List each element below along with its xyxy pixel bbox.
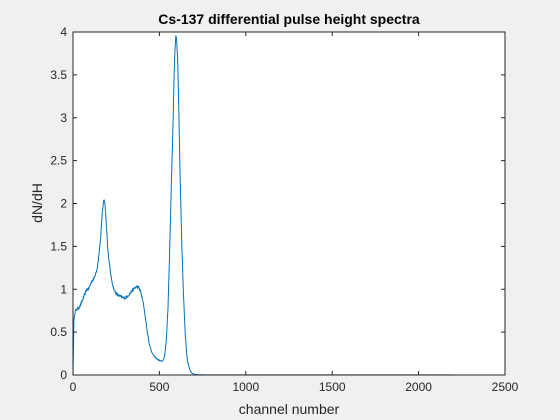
y-tick-label: 4 — [60, 25, 67, 39]
x-tick-label: 1000 — [232, 380, 259, 394]
x-tick-label: 2000 — [405, 380, 432, 394]
plot-area — [73, 32, 505, 375]
x-tick-label: 1500 — [319, 380, 346, 394]
ticks: 0 500 1000 1500 2000 2500 0 0.5 1 1.5 2 2.5 3 3.5 4 — [50, 25, 518, 394]
chart-title: Cs-137 differential pulse height spectra — [158, 11, 420, 27]
y-tick-label: 3.5 — [50, 68, 67, 82]
y-tick-label: 2.5 — [50, 154, 67, 168]
y-tick-label: 3 — [60, 111, 67, 125]
x-axis-label: channel number — [239, 401, 340, 417]
x-tick-label: 0 — [70, 380, 77, 394]
y-axis-label: dN/dH — [29, 183, 45, 223]
x-tick-label: 2500 — [492, 380, 519, 394]
y-tick-label: 0 — [60, 368, 67, 382]
y-tick-label: 0.5 — [50, 325, 67, 339]
y-tick-label: 1.5 — [50, 239, 67, 253]
x-tick-label: 500 — [149, 380, 169, 394]
y-tick-label: 2 — [60, 197, 67, 211]
y-tick-label: 1 — [60, 282, 67, 296]
